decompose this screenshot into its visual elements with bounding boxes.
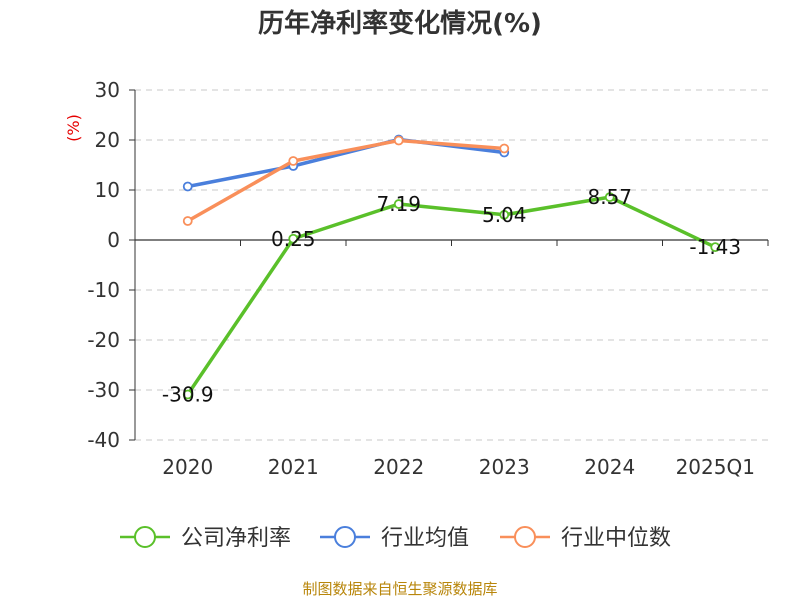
x-tick-label: 2025Q1 (676, 455, 755, 479)
y-tick-label: -30 (87, 378, 120, 402)
y-tick-label: 20 (95, 128, 120, 152)
y-tick-label: -10 (87, 278, 120, 302)
chart-title: 历年净利率变化情况(%) (258, 8, 542, 39)
y-tick-label: 10 (95, 178, 120, 202)
y-tick-label: 0 (107, 228, 120, 252)
x-tick-label: 2021 (268, 455, 319, 479)
data-label: -30.9 (162, 383, 214, 407)
data-point[interactable] (288, 233, 299, 244)
data-point[interactable] (182, 389, 193, 400)
data-label: 5.04 (482, 203, 527, 227)
axes: 30 20 10 0 -10 -20 -30 -40 2020 2021 2022 2023 2024 2… (87, 78, 769, 479)
y-tick-label: -40 (87, 428, 120, 452)
x-tick-label: 2020 (162, 455, 213, 479)
grid-lines (135, 89, 768, 441)
legend-item[interactable]: 公司净利率 (120, 526, 291, 551)
source-note: 制图数据来自恒生聚源数据库 (302, 580, 497, 598)
data-point[interactable] (182, 181, 193, 192)
series-group (182, 134, 721, 400)
legend-item[interactable]: 行业均值 (320, 526, 469, 551)
x-tick-label: 2022 (373, 455, 424, 479)
x-tick-label: 2024 (584, 455, 635, 479)
data-label: -1.43 (689, 235, 741, 259)
data-point[interactable] (393, 135, 404, 146)
data-point[interactable] (288, 156, 299, 166)
legend-marker-icon (134, 526, 156, 548)
data-point[interactable] (604, 192, 615, 203)
data-labels: -30.9 0.25 7.19 5.04 8.57 -1.43 (162, 185, 741, 406)
data-label: 7.19 (376, 192, 421, 216)
legend-label: 行业中位数 (561, 526, 671, 551)
series-line (186, 138, 505, 223)
y-tick-label: 30 (95, 78, 120, 102)
x-tick-label: 2023 (479, 455, 530, 479)
data-point[interactable] (710, 242, 721, 253)
data-label: 0.25 (271, 227, 316, 251)
legend-label: 行业均值 (381, 526, 469, 551)
data-point[interactable] (393, 199, 404, 209)
data-point[interactable] (182, 216, 193, 226)
legend-marker-icon (334, 526, 356, 548)
series-line (186, 195, 716, 396)
data-point[interactable] (499, 143, 510, 154)
legend-label: 公司净利率 (181, 526, 291, 551)
data-point[interactable] (499, 209, 510, 220)
legend-item[interactable]: 行业中位数 (500, 526, 671, 551)
data-label: 8.57 (587, 185, 632, 209)
legend[interactable]: 公司净利率 行业均值 行业中位数 (120, 526, 671, 551)
y-tick-label: -20 (87, 328, 120, 352)
y-axis-unit: (%) (64, 114, 83, 142)
legend-marker-icon (514, 526, 536, 548)
